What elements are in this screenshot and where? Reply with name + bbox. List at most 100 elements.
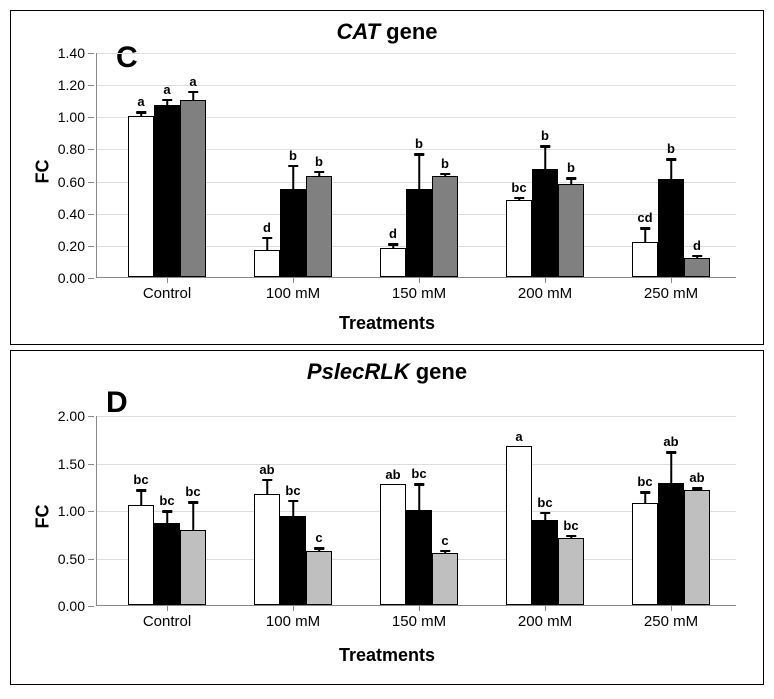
- x-tick: [293, 277, 294, 283]
- bar: [128, 505, 154, 605]
- error-bar: [140, 490, 142, 506]
- bar-group: 150 mMabbcc: [369, 415, 469, 605]
- error-bar: [192, 502, 194, 531]
- y-tick-label: 0.60: [58, 174, 85, 190]
- bar: [254, 250, 280, 277]
- sig-letter: ab: [385, 467, 400, 482]
- plot-area-c: 0.000.200.400.600.801.001.201.40Controla…: [96, 53, 736, 278]
- y-tick: [88, 416, 94, 417]
- bar: [558, 538, 584, 605]
- x-tick-label: 150 mM: [392, 613, 446, 630]
- bar: [632, 503, 658, 605]
- sig-letter: a: [137, 94, 144, 109]
- title-italic: CAT: [336, 19, 380, 44]
- error-bar: [544, 146, 546, 170]
- bar: [684, 490, 710, 605]
- x-tick: [671, 277, 672, 283]
- error-bar: [166, 511, 168, 524]
- sig-letter: b: [441, 156, 449, 171]
- y-tick-label: 0.00: [58, 270, 85, 286]
- sig-letter: bc: [285, 483, 300, 498]
- bar-group: 100 mMabbcc: [243, 415, 343, 605]
- bar: [558, 184, 584, 277]
- panel-c: CAT gene C FC 0.000.200.400.600.801.001.…: [10, 10, 764, 345]
- error-bar: [266, 480, 268, 495]
- y-tick-label: 1.50: [58, 456, 85, 472]
- bar: [432, 176, 458, 277]
- error-bar: [418, 154, 420, 189]
- bar: [658, 179, 684, 277]
- title-rest: gene: [410, 359, 467, 384]
- error-bar: [292, 501, 294, 517]
- error-bar: [140, 112, 142, 117]
- bar: [254, 494, 280, 605]
- bar: [180, 530, 206, 605]
- y-tick: [88, 117, 94, 118]
- y-tick: [88, 149, 94, 150]
- y-tick: [88, 246, 94, 247]
- bar: [632, 242, 658, 277]
- x-tick: [293, 605, 294, 611]
- plot-area-d: 0.000.501.001.502.00Controlbcbcbc100 mMa…: [96, 416, 736, 606]
- error-bar: [696, 488, 698, 491]
- sig-letter: c: [441, 533, 448, 548]
- error-bar: [670, 452, 672, 484]
- error-bar: [644, 228, 646, 242]
- bar: [532, 520, 558, 606]
- y-tick: [88, 278, 94, 279]
- error-bar: [444, 551, 446, 554]
- x-tick-label: 100 mM: [266, 285, 320, 302]
- error-bar: [670, 159, 672, 180]
- bar: [180, 100, 206, 277]
- x-tick: [167, 277, 168, 283]
- bar-group: 100 mMdbb: [243, 52, 343, 277]
- error-bar: [266, 238, 268, 251]
- y-tick-label: 1.00: [58, 109, 85, 125]
- bar: [380, 248, 406, 277]
- y-tick: [88, 214, 94, 215]
- sig-letter: bc: [159, 493, 174, 508]
- x-tick-label: 150 mM: [392, 285, 446, 302]
- error-bar: [418, 484, 420, 511]
- bar: [506, 446, 532, 605]
- y-tick-label: 1.20: [58, 77, 85, 93]
- y-tick-label: 0.80: [58, 141, 85, 157]
- sig-letter: b: [415, 136, 423, 151]
- error-bar: [644, 492, 646, 504]
- error-bar: [166, 100, 168, 106]
- error-bar: [318, 172, 320, 177]
- x-tick-label: 100 mM: [266, 613, 320, 630]
- bar-group: Controlaaa: [117, 52, 217, 277]
- sig-letter: b: [315, 154, 323, 169]
- sig-letter: ab: [689, 470, 704, 485]
- y-tick-label: 1.00: [58, 503, 85, 519]
- bar: [280, 189, 306, 277]
- error-bar: [518, 198, 520, 201]
- y-tick: [88, 85, 94, 86]
- sig-letter: bc: [411, 466, 426, 481]
- chart-title-c: CAT gene: [336, 19, 437, 45]
- panel-d: PslecRLK gene D FC 0.000.501.001.502.00C…: [10, 350, 764, 685]
- y-tick-label: 0.20: [58, 238, 85, 254]
- sig-letter: bc: [185, 484, 200, 499]
- y-tick-label: 0.40: [58, 206, 85, 222]
- y-tick-label: 0.00: [58, 598, 85, 614]
- y-tick: [88, 53, 94, 54]
- sig-letter: a: [163, 82, 170, 97]
- sig-letter: a: [189, 74, 196, 89]
- sig-letter: b: [289, 148, 297, 163]
- bar: [406, 189, 432, 277]
- error-bar: [292, 166, 294, 190]
- bar: [154, 523, 180, 605]
- bar-group: Controlbcbcbc: [117, 415, 217, 605]
- sig-letter: bc: [133, 472, 148, 487]
- y-tick: [88, 559, 94, 560]
- sig-letter: bc: [637, 474, 652, 489]
- bar-group: 250 mMbcabab: [621, 415, 721, 605]
- bar: [154, 105, 180, 277]
- y-tick-label: 1.40: [58, 45, 85, 61]
- y-axis-label-d: FC: [33, 505, 54, 529]
- x-axis-label-c: Treatments: [339, 313, 435, 334]
- x-tick-label: 250 mM: [644, 285, 698, 302]
- bar: [406, 510, 432, 605]
